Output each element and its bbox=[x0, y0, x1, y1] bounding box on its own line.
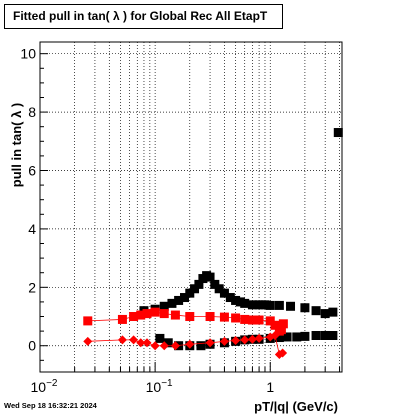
data-point bbox=[278, 319, 288, 329]
x-tick-label: 10−2 bbox=[31, 378, 58, 395]
timestamp: Wed Sep 18 16:32:21 2024 bbox=[4, 401, 97, 410]
y-axis-label: pull in tan( λ ) bbox=[9, 103, 24, 188]
data-point bbox=[247, 334, 257, 344]
x-tick-label: 10−1 bbox=[146, 378, 173, 395]
data-point bbox=[83, 316, 93, 326]
data-point bbox=[231, 295, 241, 305]
data-point bbox=[142, 309, 152, 319]
data-point bbox=[254, 315, 264, 325]
data-point bbox=[117, 335, 127, 345]
data-point bbox=[300, 303, 310, 313]
data-point bbox=[270, 330, 280, 340]
data-point bbox=[205, 272, 215, 282]
data-point bbox=[185, 288, 195, 298]
data-point bbox=[150, 307, 160, 317]
data-point bbox=[274, 300, 284, 310]
data-point bbox=[219, 312, 229, 322]
data-point bbox=[254, 333, 264, 343]
data-point bbox=[328, 307, 338, 317]
x-tick-label: 1 bbox=[266, 379, 274, 395]
data-point bbox=[185, 312, 195, 322]
data-point bbox=[320, 330, 330, 340]
data-point bbox=[219, 288, 229, 298]
chart-title: Fitted pull in tan( λ ) for Global Rec A… bbox=[4, 4, 283, 29]
data-point bbox=[265, 300, 275, 310]
y-tick-label: 0 bbox=[28, 338, 36, 354]
data-point bbox=[333, 128, 343, 138]
data-point bbox=[282, 332, 292, 342]
data-point bbox=[225, 293, 235, 303]
data-point bbox=[286, 301, 296, 311]
data-point bbox=[205, 312, 215, 322]
data-point bbox=[274, 333, 284, 343]
data-point bbox=[278, 348, 288, 358]
data-point bbox=[185, 339, 195, 349]
data-point bbox=[311, 306, 321, 316]
data-point bbox=[311, 330, 321, 340]
data-point bbox=[231, 335, 241, 345]
data-point bbox=[320, 309, 330, 319]
data-point bbox=[170, 341, 180, 351]
data-point bbox=[170, 310, 180, 320]
data-point bbox=[300, 331, 310, 341]
data-point bbox=[129, 312, 139, 322]
data-point bbox=[142, 338, 152, 348]
data-point bbox=[136, 338, 146, 348]
data-point bbox=[205, 338, 215, 348]
data-point bbox=[219, 336, 229, 346]
data-point bbox=[270, 320, 280, 330]
data-point bbox=[240, 314, 250, 324]
x-axis-label: pT/|q| (GeV/c) bbox=[254, 399, 338, 414]
data-point bbox=[240, 335, 250, 345]
data-point bbox=[174, 295, 184, 305]
data-point bbox=[254, 300, 264, 310]
y-tick-label: 2 bbox=[28, 279, 36, 295]
y-tick-label: 10 bbox=[20, 46, 36, 62]
data-point bbox=[136, 310, 146, 320]
data-point bbox=[247, 300, 257, 310]
data-point bbox=[328, 330, 338, 340]
data-point bbox=[159, 309, 169, 319]
data-point bbox=[231, 313, 241, 323]
data-point bbox=[180, 293, 190, 303]
data-point bbox=[214, 284, 224, 294]
data-point bbox=[260, 300, 270, 310]
data-point bbox=[167, 298, 177, 308]
data-point bbox=[276, 325, 286, 335]
data-point bbox=[129, 335, 139, 345]
data-point bbox=[196, 341, 206, 351]
y-tick-label: 6 bbox=[28, 162, 36, 178]
data-point bbox=[159, 341, 169, 351]
data-point bbox=[150, 341, 160, 351]
data-marks bbox=[83, 128, 343, 359]
axes: 0 2 4 6 8 10 10−2 10−1 1 bbox=[20, 46, 341, 395]
y-tick-label: 4 bbox=[28, 221, 36, 237]
data-point bbox=[292, 332, 302, 342]
data-point bbox=[265, 316, 275, 326]
y-tick-label: 8 bbox=[28, 104, 36, 120]
data-point bbox=[247, 315, 257, 325]
data-point bbox=[194, 279, 204, 289]
data-point bbox=[159, 301, 169, 311]
data-point bbox=[83, 336, 93, 346]
data-point bbox=[163, 338, 173, 348]
data-point bbox=[117, 314, 127, 324]
data-point bbox=[155, 333, 165, 343]
data-point bbox=[240, 298, 250, 308]
